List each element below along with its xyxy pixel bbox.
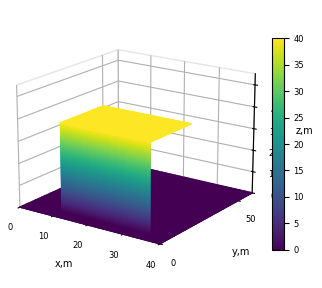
Y-axis label: y,m: y,m — [232, 247, 250, 257]
X-axis label: x,m: x,m — [55, 259, 73, 270]
